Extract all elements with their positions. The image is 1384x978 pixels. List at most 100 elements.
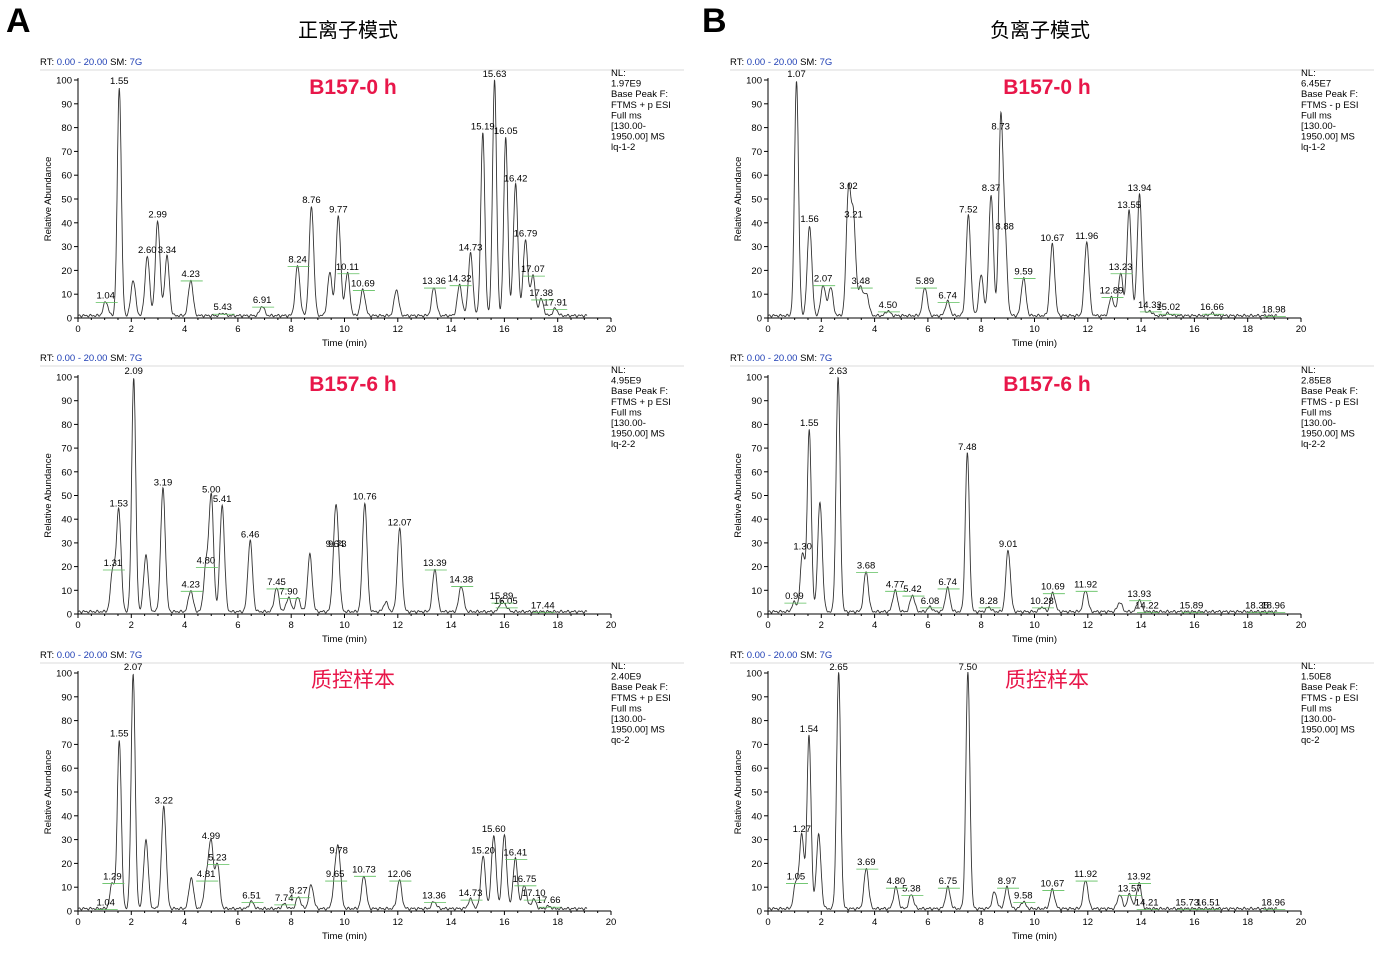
- info-line: NL:: [611, 365, 626, 376]
- panel-letter-a: A: [6, 2, 31, 40]
- info-line: 1950.00] MS: [1301, 429, 1355, 440]
- info-line: Full ms: [611, 110, 642, 121]
- peak-label: 2.65: [829, 662, 848, 673]
- info-line: NL:: [1301, 661, 1316, 672]
- peak-label: 1.53: [110, 499, 129, 510]
- y-tick-label: 80: [751, 123, 762, 134]
- peak-label: 9.01: [999, 539, 1018, 550]
- peak-label: 9.58: [1014, 890, 1033, 901]
- x-tick-label: 6: [235, 917, 240, 928]
- x-tick-label: 0: [75, 324, 80, 335]
- rt-header: RT: 0.00 - 20.00 SM: 7G: [730, 353, 832, 364]
- peak-label: 1.07: [787, 69, 806, 80]
- peak-label: 6.08: [921, 596, 940, 607]
- chromatogram-a-1: RT: 0.00 - 20.00 SM: 7G01020304050607080…: [40, 57, 684, 349]
- x-tick-label: 12: [393, 620, 404, 631]
- peak-label: 6.46: [241, 530, 260, 541]
- y-tick-label: 20: [61, 562, 72, 573]
- y-tick-label: 60: [61, 467, 72, 478]
- y-tick-label: 70: [751, 147, 762, 158]
- x-tick-label: 6: [925, 620, 930, 631]
- x-tick-label: 12: [1083, 620, 1094, 631]
- x-tick-label: 0: [765, 620, 770, 631]
- x-tick-label: 20: [1296, 620, 1307, 631]
- peak-label: 9.65: [326, 869, 345, 880]
- y-tick-label: 40: [751, 218, 762, 229]
- info-line: 4.95E9: [611, 376, 641, 387]
- x-tick-label: 10: [339, 917, 350, 928]
- y-tick-label: 100: [56, 669, 72, 680]
- y-tick-label: 10: [61, 883, 72, 894]
- peak-label: 17.07: [521, 264, 545, 275]
- peak-label: 5.42: [903, 584, 922, 595]
- peak-label: 15.89: [1180, 601, 1204, 612]
- peak-label: 10.69: [1041, 582, 1065, 593]
- peak-label: 1.27: [793, 824, 812, 835]
- x-tick-label: 4: [872, 324, 877, 335]
- y-tick-label: 70: [61, 740, 72, 751]
- y-tick-label: 60: [61, 764, 72, 775]
- x-tick-label: 6: [235, 620, 240, 631]
- rt-header: RT: 0.00 - 20.00 SM: 7G: [730, 650, 832, 661]
- x-tick-label: 18: [1242, 324, 1253, 335]
- peak-label: 5.43: [213, 302, 232, 313]
- peak-label: 16.66: [1200, 302, 1224, 313]
- y-tick-label: 20: [751, 562, 762, 573]
- y-tick-label: 40: [751, 811, 762, 822]
- info-line: Base Peak F:: [611, 682, 668, 693]
- peak-label: 7.74: [275, 893, 294, 904]
- x-tick-label: 10: [339, 620, 350, 631]
- info-line: Full ms: [1301, 703, 1332, 714]
- info-line: 1950.00] MS: [1301, 725, 1355, 736]
- sample-title: B157-6 h: [309, 373, 397, 396]
- y-tick-label: 90: [61, 396, 72, 407]
- peak-label: 8.27: [289, 886, 308, 897]
- peak-label: 16.42: [504, 174, 528, 185]
- x-tick-label: 10: [1029, 324, 1040, 335]
- x-axis-title: Time (min): [1012, 931, 1057, 942]
- y-tick-label: 70: [751, 740, 762, 751]
- chromatogram-trace: [77, 79, 588, 318]
- peak-label: 13.23: [1109, 262, 1133, 273]
- y-tick-label: 30: [61, 835, 72, 846]
- y-tick-label: 10: [751, 883, 762, 894]
- y-tick-label: 10: [61, 290, 72, 301]
- peak-label: 2.99: [148, 209, 167, 220]
- y-tick-label: 50: [61, 788, 72, 799]
- y-tick-label: 0: [757, 907, 762, 918]
- x-tick-label: 2: [129, 324, 134, 335]
- peak-label: 6.91: [253, 295, 272, 306]
- peak-label: 1.30: [793, 541, 812, 552]
- peak-label: 15.63: [483, 69, 507, 80]
- y-tick-label: 50: [751, 491, 762, 502]
- peak-label: 3.02: [839, 181, 858, 192]
- y-tick-label: 20: [61, 266, 72, 277]
- y-tick-label: 30: [61, 242, 72, 253]
- y-tick-label: 90: [751, 99, 762, 110]
- chromatogram-trace: [767, 81, 1278, 318]
- chromatogram-a-2: RT: 0.00 - 20.00 SM: 7G01020304050607080…: [40, 353, 684, 645]
- y-tick-label: 90: [751, 396, 762, 407]
- peak-label: 2.09: [124, 366, 143, 377]
- x-tick-label: 4: [872, 917, 877, 928]
- peak-label: 1.54: [800, 724, 819, 735]
- peak-label: 6.74: [938, 290, 957, 301]
- x-tick-label: 20: [1296, 917, 1307, 928]
- x-tick-label: 0: [75, 917, 80, 928]
- y-tick-label: 20: [61, 859, 72, 870]
- x-tick-label: 2: [819, 324, 824, 335]
- y-tick-label: 50: [751, 195, 762, 206]
- info-line: FTMS + p ESI: [611, 693, 671, 704]
- peak-label: 13.39: [423, 558, 447, 569]
- peak-label: 10.69: [351, 278, 375, 289]
- y-axis-title: Relative Abundance: [43, 750, 54, 835]
- peak-label: 1.55: [800, 418, 819, 429]
- peak-label: 3.19: [154, 477, 173, 488]
- peak-label: 1.29: [103, 871, 122, 882]
- peak-label: 1.56: [800, 214, 819, 225]
- y-axis-title: Relative Abundance: [733, 453, 744, 538]
- y-tick-label: 60: [751, 764, 762, 775]
- info-line: [130.00-: [611, 418, 646, 429]
- chromatogram-a-3: RT: 0.00 - 20.00 SM: 7G01020304050607080…: [40, 650, 684, 942]
- peak-label: 14.38: [449, 575, 473, 586]
